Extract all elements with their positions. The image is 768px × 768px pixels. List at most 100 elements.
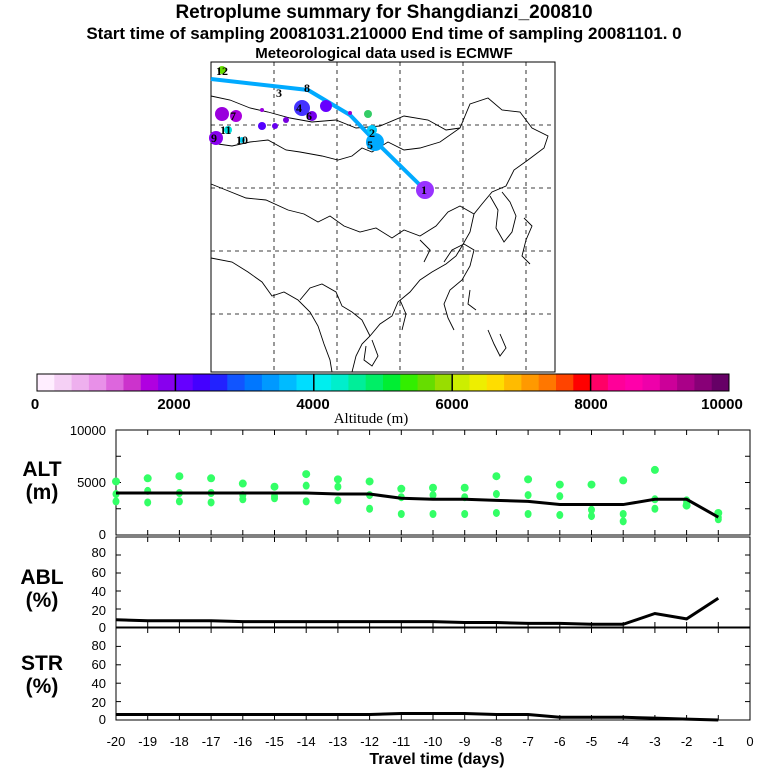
x-tick-label: -10 (424, 734, 443, 749)
track-label-6: 6 (306, 109, 312, 123)
alt-cluster-point (588, 512, 595, 521)
alt-cluster-point (588, 505, 595, 514)
colorbar-segment (556, 374, 574, 391)
cluster-7b (230, 110, 242, 122)
track-label-12: 12 (216, 64, 228, 78)
x-tick-label: -9 (459, 734, 471, 749)
alt-cluster-point (239, 495, 247, 504)
x-tick-label: -4 (617, 734, 629, 749)
abl-line (115, 596, 720, 626)
alt-cluster-point (524, 491, 532, 500)
x-tick-label: 0 (746, 734, 753, 749)
colorbar-segment (400, 374, 419, 391)
abl-tick-0: 0 (99, 620, 106, 635)
x-tick-label: -13 (329, 734, 348, 749)
colorbar-segment (158, 374, 176, 391)
alt-cluster-point (460, 483, 469, 492)
x-tick-label: -17 (202, 734, 221, 749)
x-tick-label: -11 (392, 734, 410, 749)
alt-cluster-point (619, 517, 627, 526)
alt-cluster-point (271, 494, 278, 503)
abl-label-line1: ABL (20, 566, 64, 589)
abl-label-line2: (%) (25, 589, 59, 612)
alt-cluster-point (651, 504, 659, 513)
alt-cluster-point (112, 477, 120, 486)
x-tick-label: -19 (138, 734, 157, 749)
colorbar-segment (106, 374, 124, 391)
y-tick-labels: 10000 5000 0 80 60 40 20 0 80 60 40 20 0 (70, 423, 106, 727)
alt-cluster-point (524, 475, 533, 484)
alt-cluster-point (461, 510, 469, 518)
alt-cluster-point (429, 491, 437, 500)
colorbar-tick-6000: 6000 (435, 396, 468, 413)
colorbar-segment (677, 374, 695, 391)
alt-cluster-point (207, 498, 215, 507)
str-tick-80: 80 (92, 638, 106, 653)
str-tick-0: 0 (99, 712, 106, 727)
str-panel-label: STR (%) (2, 652, 82, 698)
x-tick-label: -2 (681, 734, 693, 749)
cluster-10b (272, 123, 278, 129)
track-label-4: 4 (296, 101, 302, 115)
chart-title: Retroplume summary for Shangdianzi_20081… (175, 2, 593, 23)
cluster-14 (348, 111, 352, 115)
track-label-11: 11 (220, 123, 231, 137)
alt-cluster-point (366, 504, 374, 513)
alt-cluster-point (492, 490, 500, 499)
alt-cluster-point (397, 510, 405, 518)
cluster-10c (283, 117, 289, 123)
plume-clusters (209, 66, 434, 199)
map-borders (210, 95, 549, 373)
colorbar-segment (88, 374, 107, 391)
colorbar-segment (71, 374, 90, 391)
alt-panel-label: ALT (m) (2, 458, 82, 504)
colorbar-segment (192, 374, 211, 391)
x-tick-label: -8 (491, 734, 503, 749)
alt-cluster-point (144, 498, 152, 507)
alt-cluster-point (365, 477, 374, 486)
cluster-10 (239, 137, 245, 143)
track-label-10: 10 (236, 133, 248, 147)
colorbar-segment (383, 374, 401, 391)
colorbar-label: Altitude (m) (334, 411, 409, 427)
colorbar-segment (486, 374, 505, 391)
colorbar-segment (711, 374, 730, 391)
str-panel-frame (115, 627, 751, 721)
colorbar-segment (452, 374, 470, 391)
colorbar-segment (244, 374, 263, 391)
alt-cluster-point (334, 482, 342, 491)
abl-tick-20: 20 (92, 603, 106, 618)
colorbar-segment (123, 374, 142, 391)
alt-cluster-point (302, 470, 311, 479)
alt-cluster-point (492, 508, 500, 517)
str-tick-40: 40 (92, 676, 106, 691)
x-tick-label: -6 (554, 734, 566, 749)
colorbar-segment (227, 374, 246, 391)
track-label-1: 1 (421, 183, 427, 197)
colorbar-segment (140, 374, 159, 391)
alt-cluster-point (429, 483, 437, 492)
plot-data (112, 430, 751, 722)
colorbar-segment (573, 374, 592, 391)
abl-tick-80: 80 (92, 545, 106, 560)
colorbar-segment (538, 374, 557, 391)
str-tick-60: 60 (92, 657, 106, 672)
cluster-10a (258, 122, 266, 130)
cluster-6 (307, 111, 317, 121)
colorbar-segment (37, 374, 55, 391)
cluster-12 (218, 66, 226, 74)
x-tick-label: -20 (107, 734, 126, 749)
track-label-5: 5 (367, 138, 373, 152)
colorbar-segment (279, 374, 297, 391)
alt-cluster-point (175, 497, 183, 506)
colorbar-segment (313, 374, 332, 391)
x-tick-label: -12 (360, 734, 379, 749)
map-panel: 1 2 3 4 5 6 7 8 9 10 11 12 (209, 61, 556, 373)
alt-cluster-point (302, 481, 310, 490)
str-label-line1: STR (21, 652, 63, 675)
colorbar-segment (331, 374, 349, 391)
alt-cluster-point (112, 497, 120, 506)
colorbar-ticks: 0 2000 4000 6000 8000 10000 (31, 396, 743, 413)
alt-cluster-point (587, 480, 596, 489)
